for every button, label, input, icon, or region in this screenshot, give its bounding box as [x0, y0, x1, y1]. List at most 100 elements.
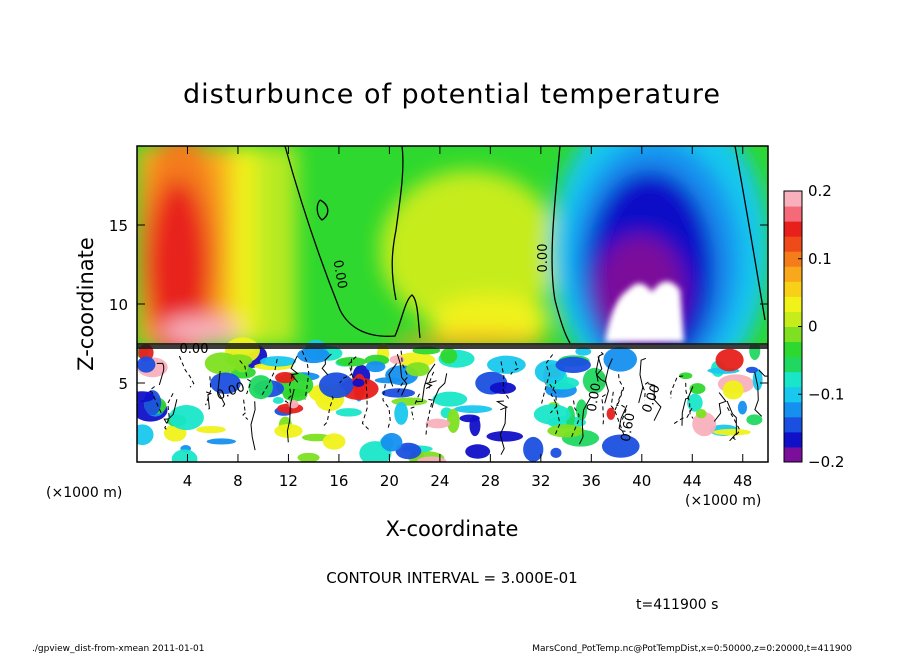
- contour-line-lower: [571, 400, 580, 438]
- turbulence-blob: [137, 424, 154, 446]
- colorbar-swatch: [784, 311, 802, 327]
- y-axis: 5 10 15: [109, 217, 768, 393]
- turbulence-blob: [689, 383, 706, 395]
- contour-line-lower: [618, 404, 628, 432]
- contour-line-lower: [396, 350, 409, 394]
- turbulence-blob: [260, 356, 297, 367]
- contour-line-lower: [670, 375, 684, 399]
- turbulence-blob: [389, 355, 405, 364]
- contour-line-lower: [286, 388, 295, 443]
- heatmap-field: [137, 146, 768, 462]
- contour-line-lower: [348, 356, 358, 380]
- turbulence-blob: [606, 407, 616, 420]
- contour-line-lower: [388, 363, 398, 387]
- contour-label: 0.00: [180, 342, 209, 357]
- contour-interval-text: CONTOUR INTERVAL = 3.000E-01: [326, 569, 577, 587]
- turbulence-blob: [380, 433, 403, 452]
- colorbar-swatch: [784, 371, 802, 388]
- colorbar-swatch: [784, 326, 802, 343]
- contour-line-lower: [726, 407, 741, 442]
- time-text: t=411900 s: [636, 597, 718, 613]
- colorbar-swatch: [784, 251, 802, 267]
- colorbar-swatch: [784, 401, 802, 418]
- colorbar-swatch: [784, 341, 802, 358]
- turbulence-blob: [274, 423, 303, 438]
- turbulence-blob: [746, 414, 763, 426]
- colorbar-swatch: [784, 206, 802, 222]
- x-tick-label: 32: [531, 472, 550, 490]
- colorbar-swatch: [784, 266, 802, 282]
- turbulence-blob: [582, 367, 607, 394]
- contour-line-lower: [604, 358, 613, 404]
- turbulence-blob: [575, 347, 592, 356]
- colorbar-tick-label: 0.2: [808, 182, 832, 200]
- turbulence-blob: [465, 444, 491, 459]
- colorbar-tick-label: −0.1: [808, 385, 844, 403]
- turbulence-blob: [248, 375, 273, 400]
- contour-line-lower: [541, 354, 554, 404]
- footer-right: MarsCond_PotTemp.nc@PotTempDist,x=0:5000…: [532, 644, 852, 654]
- turbulence-blob: [335, 408, 362, 417]
- contour-line-lower: [647, 383, 662, 421]
- turbulence-blob: [440, 347, 458, 364]
- turbulence-blob: [395, 442, 422, 460]
- contour-line-lower: [239, 360, 252, 395]
- turbulence-blob: [432, 391, 468, 407]
- colorbar-swatch: [784, 191, 802, 207]
- contour-lines: [284, 146, 766, 344]
- turbulence-blob: [365, 361, 386, 373]
- contour-line-lower: [156, 362, 165, 386]
- contour-line-lower: [713, 392, 727, 422]
- y-tick-label: 10: [109, 296, 128, 314]
- chart-title: disturbunce of potential temperature: [183, 79, 721, 110]
- contour-label: 0.60: [619, 412, 639, 443]
- contour-line-lower: [217, 370, 226, 408]
- contour-line-lower: [510, 361, 519, 375]
- contour-line-lower: [361, 379, 370, 431]
- contour-line-lower: [549, 384, 561, 435]
- contour-line-lower: [499, 407, 507, 455]
- contour-line-lower: [578, 397, 591, 445]
- turbulence-blob: [715, 348, 744, 372]
- colorbar: 0.2 0.1 0 −0.1 −0.2: [783, 182, 844, 471]
- turbulence-blob: [196, 425, 226, 434]
- turbulence-blob: [417, 456, 447, 462]
- lower-turbulent-layer: [137, 337, 763, 462]
- turbulence-blob: [446, 408, 460, 433]
- x-tick-label: 8: [233, 472, 243, 490]
- colorbar-swatch: [784, 416, 802, 433]
- contour-line-lower: [595, 351, 604, 382]
- contour-line-lower: [415, 363, 436, 403]
- colorbar-swatch: [784, 431, 802, 448]
- turbulence-blob: [374, 377, 402, 384]
- turbulence-blob: [486, 431, 524, 442]
- turbulence-blob: [737, 400, 748, 415]
- contour-label: 0.00: [330, 259, 350, 290]
- contour-line-lower: [148, 386, 163, 415]
- contour-line-lower: [610, 391, 626, 438]
- contour-line-lower: [396, 354, 408, 396]
- contour-label: 0.00: [536, 244, 551, 273]
- contour-line-lower: [205, 376, 212, 406]
- y-axis-label: Z-coordinate: [74, 237, 98, 371]
- contour-line-lower: [321, 353, 332, 376]
- turbulence-blob: [713, 428, 751, 436]
- turbulence-blob: [523, 436, 544, 462]
- contour-line-lower: [290, 355, 299, 383]
- y-axis-unit: (×1000 m): [46, 485, 122, 501]
- turbulence-blob: [695, 409, 707, 419]
- turbulence-blob: [603, 347, 638, 372]
- contour-line-lower: [550, 379, 558, 414]
- turbulence-blob: [687, 393, 703, 412]
- contour-line-lower: [681, 386, 694, 426]
- contour-line-lower: [322, 395, 334, 427]
- colorbar-swatch: [784, 281, 802, 297]
- contour-line-lower: [163, 399, 178, 424]
- turbulence-blob: [547, 424, 585, 438]
- turbulence-blob: [275, 372, 295, 384]
- colorbar-tick-label: 0: [808, 318, 818, 336]
- contour-line-lower: [164, 393, 174, 431]
- contour-line-lower: [425, 398, 433, 436]
- x-axis: 4 8 12 16 20 24 28 32 36 40 44 48: [183, 146, 752, 490]
